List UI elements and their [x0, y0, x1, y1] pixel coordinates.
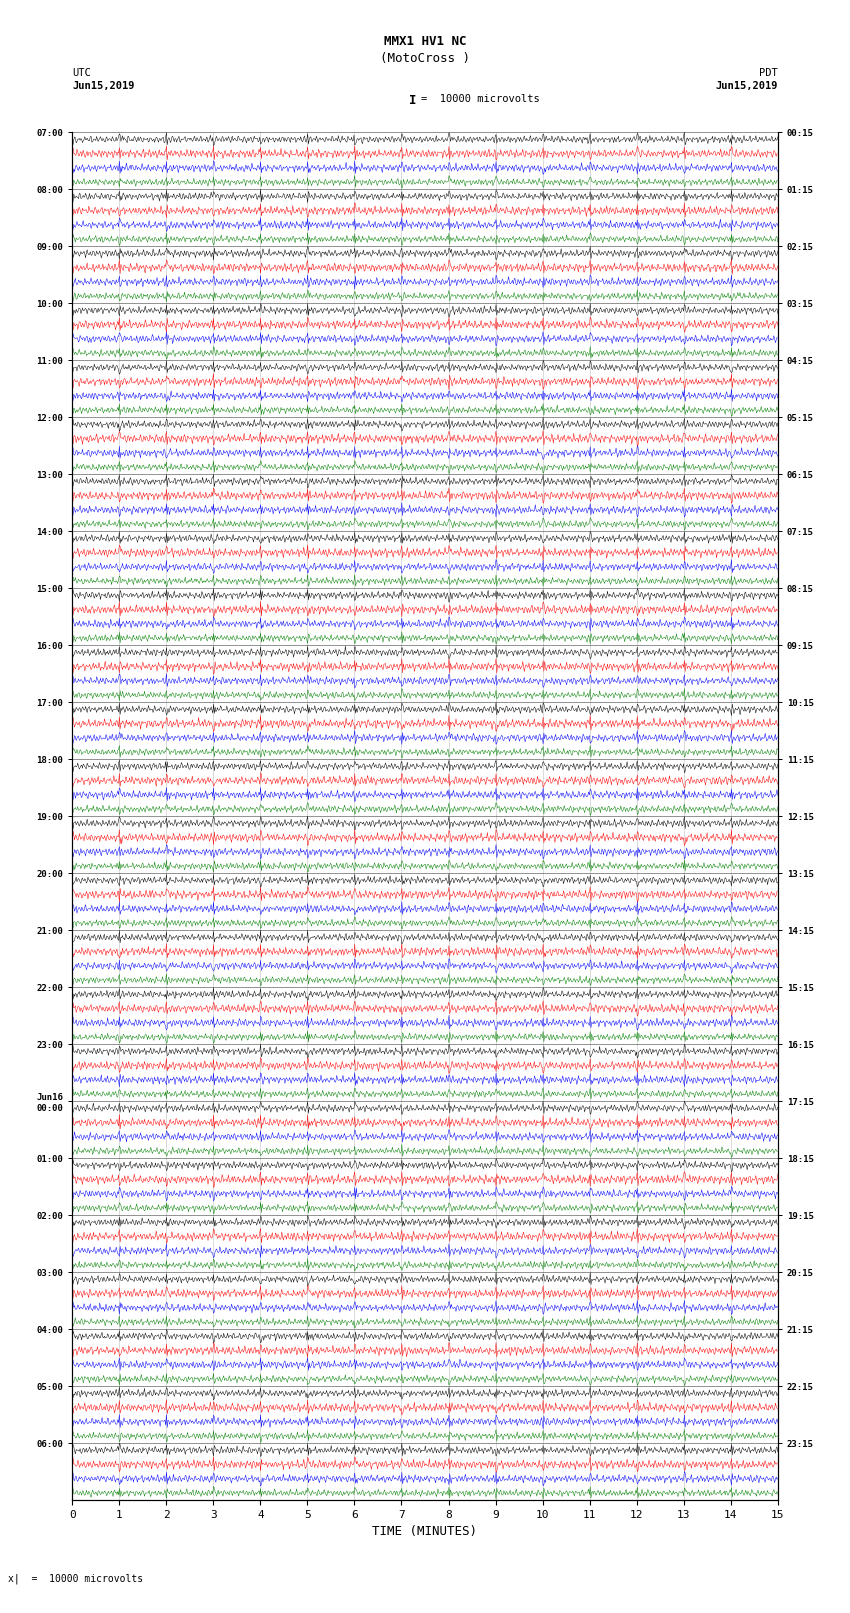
Text: Jun15,2019: Jun15,2019 — [72, 81, 135, 90]
Text: UTC: UTC — [72, 68, 91, 77]
Text: =  10000 microvolts: = 10000 microvolts — [421, 94, 540, 103]
X-axis label: TIME (MINUTES): TIME (MINUTES) — [372, 1526, 478, 1539]
Text: PDT: PDT — [759, 68, 778, 77]
Text: (MotoCross ): (MotoCross ) — [380, 52, 470, 65]
Text: x|  =  10000 microvolts: x| = 10000 microvolts — [8, 1573, 144, 1584]
Text: Jun15,2019: Jun15,2019 — [715, 81, 778, 90]
Text: MMX1 HV1 NC: MMX1 HV1 NC — [383, 35, 467, 48]
Text: I: I — [409, 94, 416, 106]
